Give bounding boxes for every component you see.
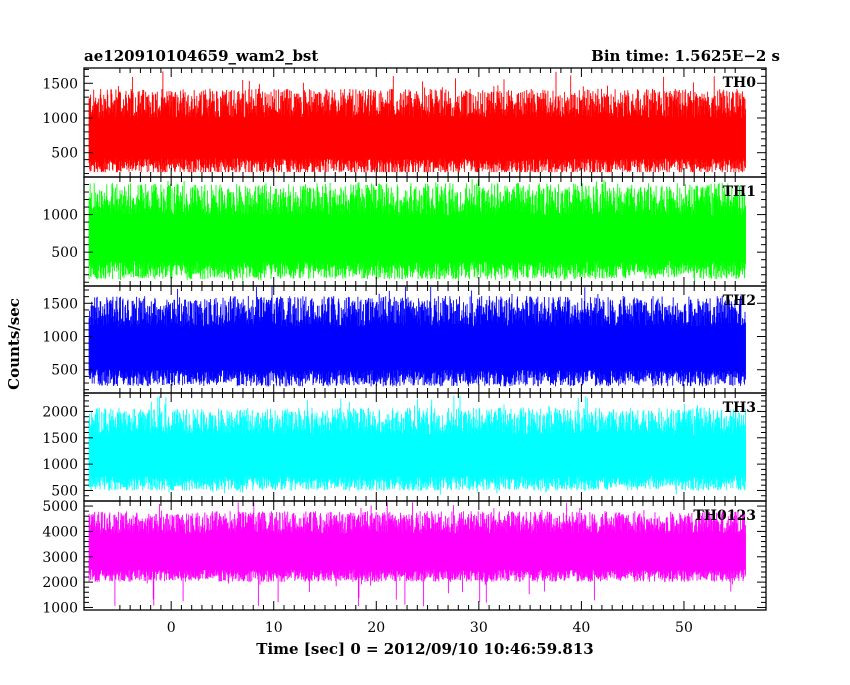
y-axis-label: Counts/sec [5,298,23,390]
y-tick-label: 1500 [42,76,78,92]
series-band-th1 [89,219,746,258]
x-tick-label: 40 [572,620,590,636]
y-tick-label: 500 [51,146,78,162]
panel-frame [83,500,767,611]
x-axis-label: Time [sec] 0 = 2012/09/10 10:46:59.813 [256,640,593,658]
panel-label-th1: TH1 [723,184,756,200]
y-tick-label: 1500 [42,296,78,312]
x-tick-label: 50 [675,620,693,636]
x-tick-label: 0 [167,620,176,636]
panel-th2: 500 1000 1500 TH2 [42,285,767,394]
y-tick-label: 500 [51,483,78,499]
series-band-th3 [89,437,746,473]
y-tick-label: 1000 [42,111,78,127]
panel-th0: 500 1000 1500 TH0 [42,67,767,178]
y-tick-label: 500 [51,363,78,379]
panel-th1: 500 1000 TH1 [42,176,767,287]
y-tick-label: 2000 [42,575,78,591]
y-tick-label: 3000 [42,550,78,566]
series-band-th0123 [89,536,746,568]
y-tick-label: 2000 [42,404,78,420]
panel-th3: 500 1000 1500 2000 TH3 [42,392,767,502]
y-tick-label: 1000 [42,330,78,346]
series-band-th2 [89,329,746,367]
y-tick-label: 1000 [42,600,78,616]
panel-th0123: 1000 2000 3000 4000 5000 TH0123 [42,499,767,616]
x-tick-label: 20 [367,620,385,636]
y-tick-label: 1000 [42,457,78,473]
x-tick-label: 10 [265,620,283,636]
series-band-th0 [89,120,746,156]
y-tick-label: 500 [51,245,78,261]
x-tick-label: 30 [470,620,488,636]
y-tick-label: 1000 [42,208,78,224]
panel-label-th3: TH3 [723,400,756,416]
y-tick-label: 5000 [42,499,78,515]
panel-label-th0123: TH0123 [693,508,756,524]
panel-label-th0: TH0 [723,75,757,91]
chart-title: ae120910104659_wam2_bst [84,47,318,65]
bin-time-label: Bin time: 1.5625E−2 s [591,47,780,65]
y-tick-label: 1500 [42,431,78,447]
y-tick-label: 4000 [42,524,78,540]
panel-label-th2: TH2 [723,293,756,309]
